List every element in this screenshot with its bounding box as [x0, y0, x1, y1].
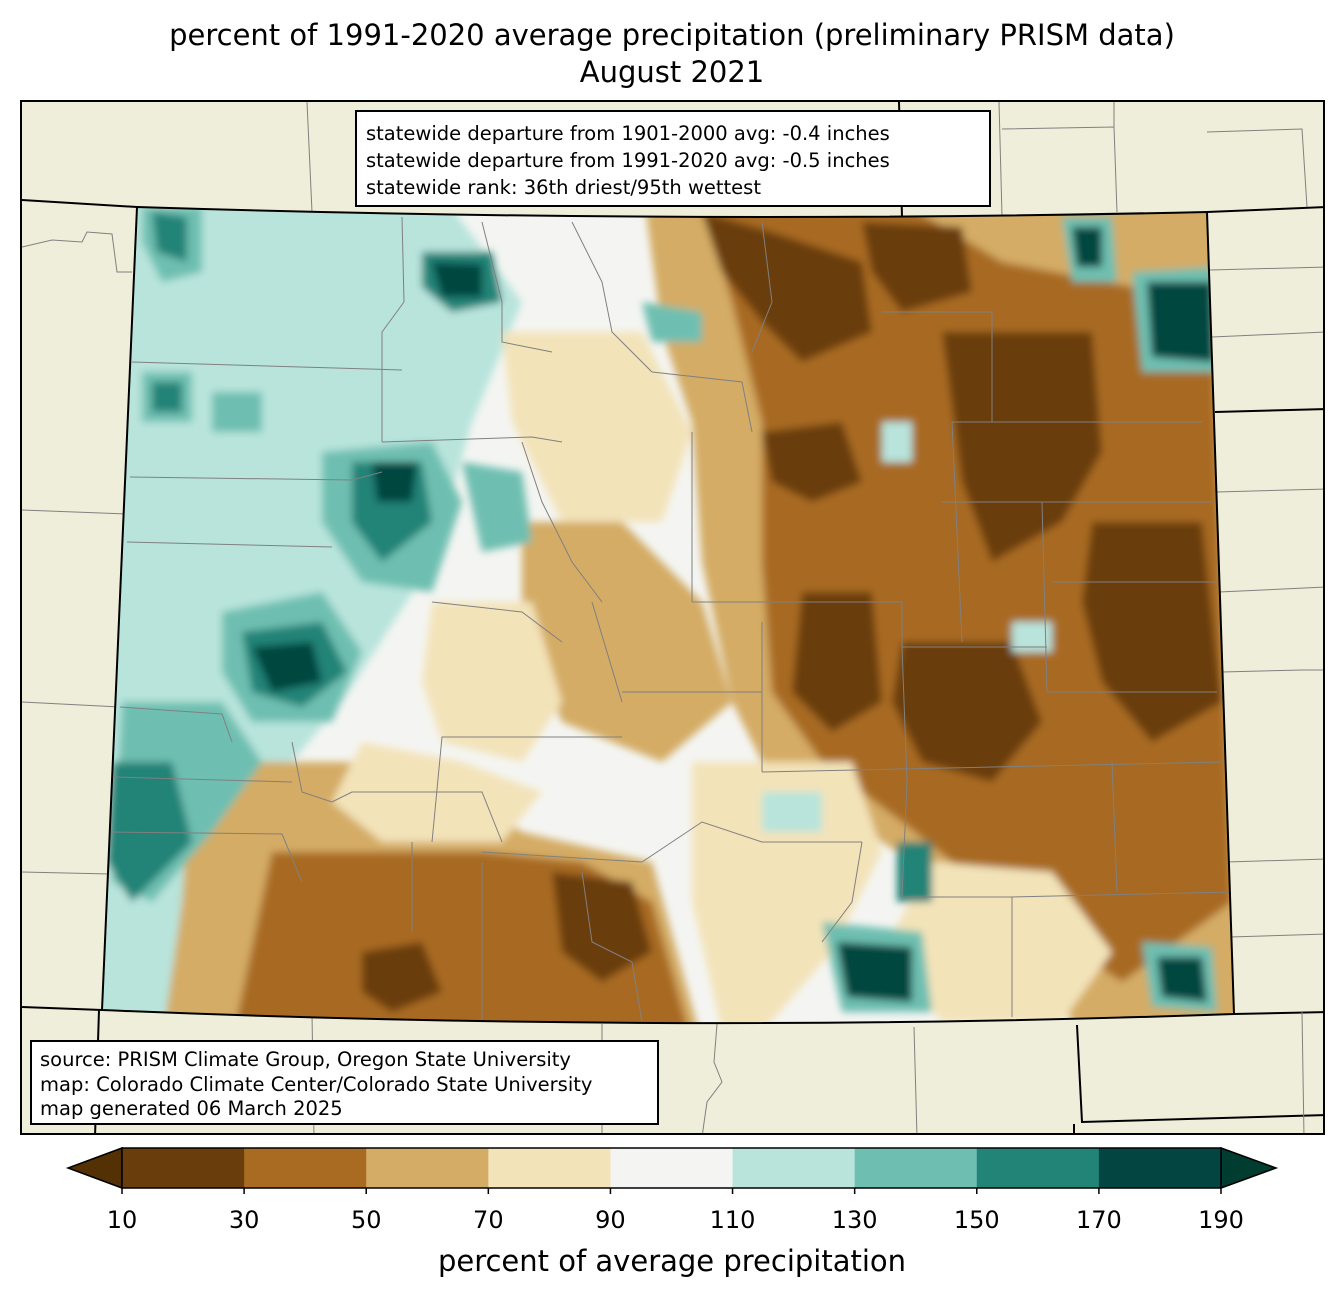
- precipitation-map: [22, 102, 1323, 1133]
- colorbar: [65, 1146, 1279, 1194]
- map-title: percent of 1991-2020 average precipitati…: [169, 18, 1175, 52]
- stats-rank: statewide rank: 36th driest/95th wettest: [366, 176, 761, 199]
- colorbar-segment: [244, 1148, 367, 1188]
- colorbar-tick-label: 190: [1198, 1206, 1244, 1234]
- source-box: source: PRISM Climate Group, Oregon Stat…: [30, 1040, 659, 1125]
- colorbar-under-arrow: [65, 1146, 123, 1190]
- colorbar-segment: [732, 1148, 856, 1188]
- stats-departure-1901-2000: statewide departure from 1901-2000 avg: …: [366, 122, 890, 145]
- colorbar-tick-label: 70: [473, 1206, 504, 1234]
- county-lines: [109, 216, 1233, 1023]
- colorbar-segment: [1098, 1148, 1222, 1188]
- colorbar-segment: [366, 1148, 489, 1188]
- stats-departure-1991-2020: statewide departure from 1991-2020 avg: …: [366, 149, 890, 172]
- colorbar-tick-label: 10: [106, 1206, 138, 1234]
- colorbar-tick-label: 110: [709, 1206, 756, 1234]
- colorbar-tick-label: 130: [831, 1206, 878, 1234]
- colorbar-tick-label: 150: [953, 1206, 1000, 1234]
- colorado-state-outline: [100, 205, 1236, 1025]
- neighbor-county-lines: [22, 102, 1323, 1133]
- precipitation-field: [102, 207, 1234, 1024]
- colorbar-tick-label: 50: [350, 1206, 382, 1234]
- map-subtitle: August 2021: [579, 55, 765, 89]
- map-panel: [20, 100, 1325, 1135]
- colorbar-tick-label: 170: [1075, 1206, 1122, 1234]
- generated-date-line: map generated 06 March 2025: [40, 1097, 343, 1120]
- map-credit-line: map: Colorado Climate Center/Colorado St…: [40, 1072, 593, 1096]
- colorbar-over-arrow: [1220, 1146, 1279, 1190]
- colorbar-segment: [854, 1148, 978, 1188]
- colorbar-tick-label: 30: [228, 1206, 260, 1234]
- colorbar-segment: [122, 1148, 245, 1188]
- colorbar-segment: [610, 1148, 734, 1188]
- colorbar-segment: [976, 1148, 1100, 1188]
- colorbar-border: [121, 1147, 1222, 1189]
- statewide-stats-box: statewide departure from 1901-2000 avg: …: [355, 110, 991, 207]
- colorbar-label: percent of average precipitation: [437, 1244, 907, 1278]
- source-line: source: PRISM Climate Group, Oregon Stat…: [40, 1048, 571, 1071]
- colorbar-tick-label: 90: [595, 1206, 626, 1234]
- colorbar-segment: [488, 1148, 611, 1188]
